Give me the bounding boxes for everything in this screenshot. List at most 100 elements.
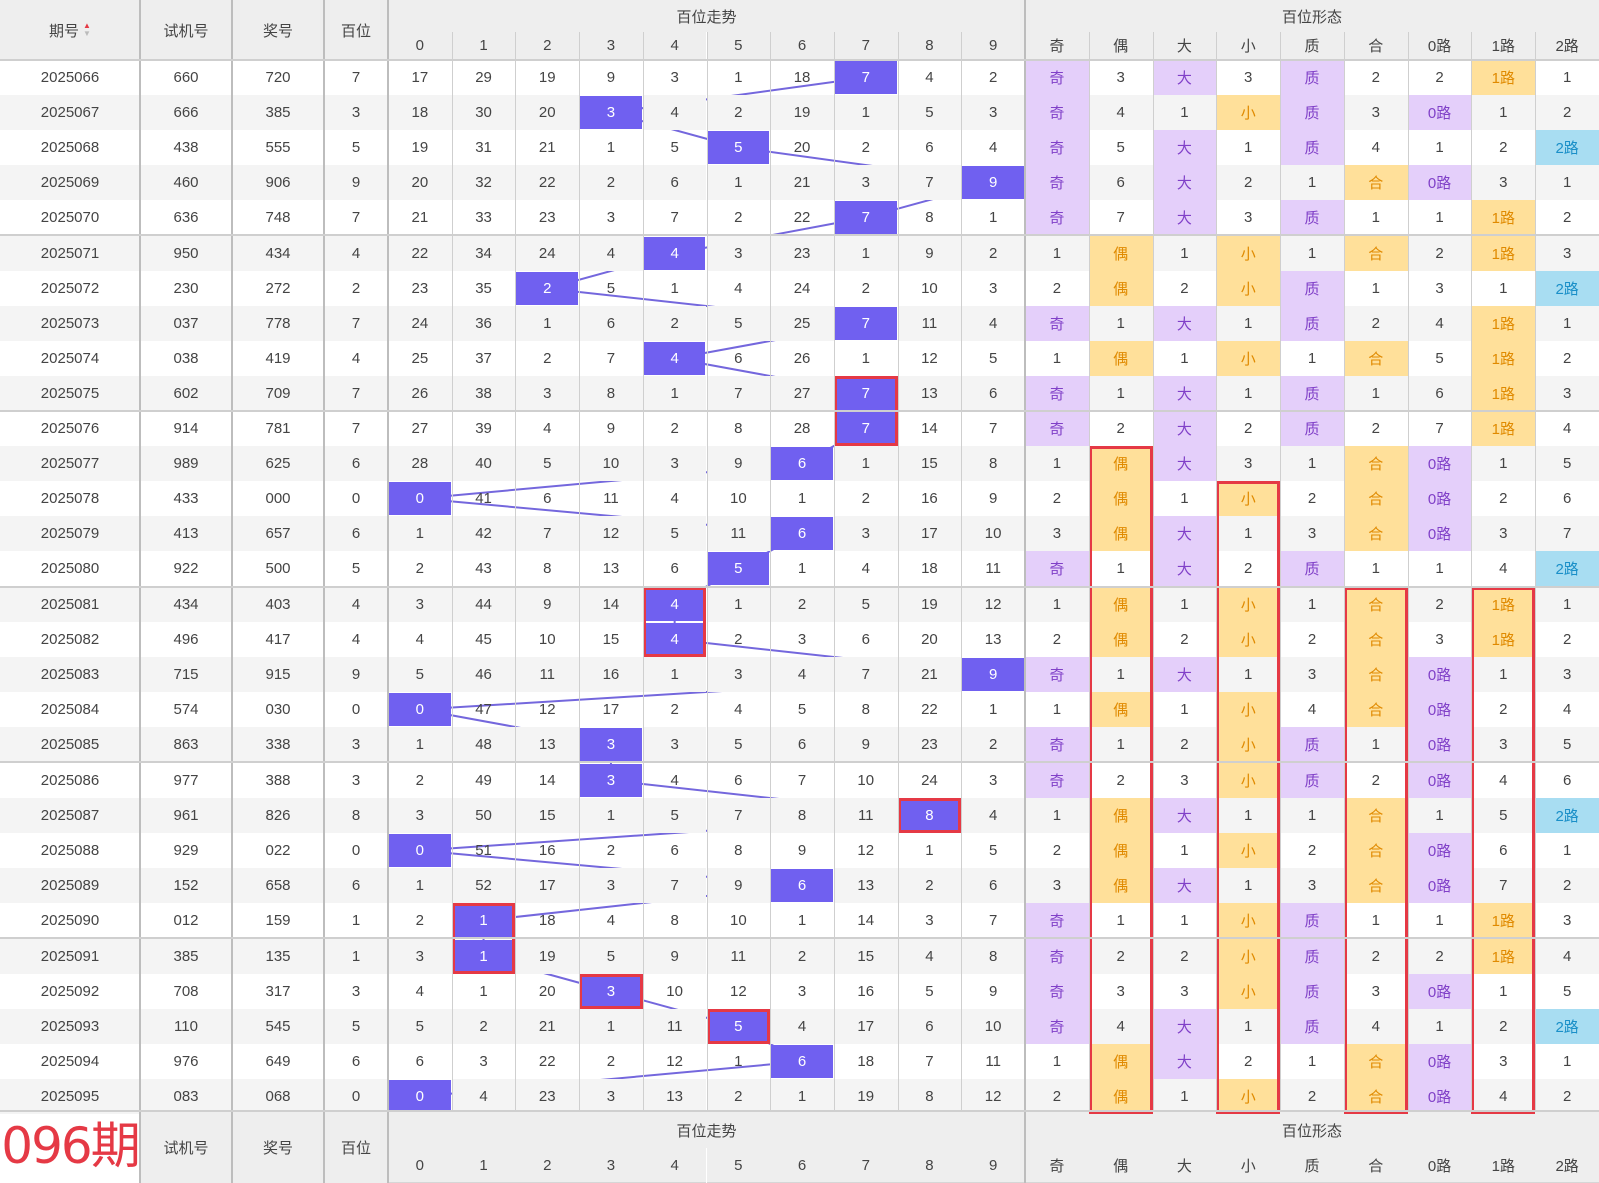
form-header-7: 1路	[1471, 32, 1536, 60]
miss-count: 4	[734, 280, 743, 297]
form-even: 偶	[1088, 446, 1153, 481]
cell-prize: 030	[265, 701, 291, 718]
miss-count: 11	[603, 490, 619, 507]
form-odd: 奇	[1025, 763, 1089, 798]
miss-count: 35	[475, 280, 492, 297]
miss-count: 3	[925, 912, 934, 929]
form-comp: 合	[1343, 833, 1408, 868]
header-hundreds: 百位	[324, 0, 388, 60]
form-comp: 合	[1343, 341, 1408, 376]
form-r2: 1	[1562, 842, 1572, 859]
form-comp: 2	[1371, 420, 1380, 437]
cell-issue: 2025085	[0, 727, 140, 762]
miss-count: 3	[515, 376, 580, 411]
miss-count: 25	[770, 306, 834, 341]
column-divider	[323, 0, 325, 1183]
miss-count: 12	[666, 1053, 683, 1070]
miss-count: 1	[833, 95, 898, 130]
form-r2: 1	[1562, 69, 1572, 86]
form-big: 1	[1152, 587, 1217, 622]
cell-trial: 433	[173, 490, 199, 507]
form-r2: 2	[1535, 868, 1599, 903]
cell-issue: 2025083	[0, 657, 140, 692]
form-big: 大	[1152, 657, 1217, 692]
form-small: 小	[1216, 271, 1281, 306]
column-divider	[1088, 32, 1090, 1110]
miss-count: 4	[734, 701, 743, 718]
miss-count: 1	[388, 516, 452, 551]
miss-count: 20	[921, 631, 938, 648]
form-small: 小	[1216, 903, 1281, 938]
miss-count: 13	[897, 376, 962, 411]
sort-arrows-icon[interactable]: ▲ ▼	[83, 21, 91, 38]
form-even: 1	[1116, 912, 1125, 929]
cell-h: 3	[324, 727, 388, 762]
form-r1: 3	[1499, 1053, 1508, 1070]
form-prime: 3	[1280, 516, 1344, 551]
form-header-2: 大	[1152, 1148, 1217, 1183]
form-even: 7	[1116, 209, 1125, 226]
miss-count: 11	[642, 1009, 707, 1044]
miss-count: 4	[861, 560, 870, 577]
form-even: 4	[1088, 95, 1153, 130]
miss-count: 9	[897, 236, 962, 271]
miss-count: 21	[515, 1009, 580, 1044]
form-r1: 1路	[1471, 411, 1536, 446]
miss-count: 15	[897, 446, 962, 481]
miss-count: 3	[706, 657, 771, 692]
form-r2: 3	[1562, 912, 1572, 929]
miss-count: 4	[606, 912, 616, 929]
miss-count: 27	[411, 420, 429, 437]
form-r0: 0路	[1407, 516, 1472, 551]
cell-issue: 2025073	[0, 306, 140, 341]
form-prime: 质	[1280, 551, 1344, 586]
form-r0: 0路	[1407, 657, 1472, 692]
cell-h: 5	[351, 560, 361, 577]
miss-count: 1	[579, 1009, 643, 1044]
form-header-8: 2路	[1535, 32, 1599, 60]
form-r1: 1路	[1471, 306, 1536, 341]
cell-issue: 2025094	[40, 1053, 100, 1070]
footer-trial: 试机号	[140, 1112, 232, 1183]
hit-ball: 4	[643, 237, 706, 270]
form-prime: 1	[1280, 798, 1344, 833]
form-odd: 奇	[1025, 1009, 1089, 1044]
cell-trial: 038	[173, 350, 199, 367]
form-r0: 1	[1435, 912, 1444, 929]
header-issue[interactable]: 期号 ▲ ▼	[0, 0, 140, 60]
miss-count: 7	[670, 209, 679, 226]
miss-count: 5	[515, 446, 580, 481]
form-odd: 奇	[1025, 974, 1089, 1009]
miss-count: 7	[833, 657, 898, 692]
form-comp: 2	[1343, 306, 1408, 341]
form-small: 1	[1216, 798, 1281, 833]
cell-h: 0	[351, 490, 361, 507]
form-comp: 1	[1371, 209, 1380, 226]
miss-count: 24	[793, 280, 811, 297]
form-odd: 奇	[1025, 376, 1089, 411]
miss-count: 12	[730, 983, 747, 1000]
form-big: 大	[1152, 1009, 1217, 1044]
miss-count: 7	[897, 165, 962, 200]
form-comp: 2	[1371, 772, 1380, 789]
form-prime: 1	[1307, 1053, 1317, 1070]
cell-issue: 2025084	[40, 701, 100, 718]
form-header-4: 质	[1280, 32, 1344, 60]
miss-count: 19	[897, 587, 962, 622]
miss-count: 30	[451, 95, 516, 130]
cell-prize: 748	[265, 209, 291, 226]
form-big: 2	[1180, 631, 1189, 648]
miss-count: 6	[579, 306, 643, 341]
form-prime: 1	[1280, 587, 1344, 622]
miss-count: 6	[961, 376, 1025, 411]
miss-count: 9	[642, 939, 707, 974]
miss-count: 22	[515, 165, 580, 200]
form-r1: 1路	[1471, 939, 1536, 974]
cell-trial: 083	[140, 1079, 232, 1114]
miss-count: 5	[797, 701, 807, 718]
form-odd: 奇	[1025, 657, 1089, 692]
form-big: 1	[1152, 236, 1217, 271]
form-comp: 3	[1371, 983, 1380, 1000]
cell-trial: 929	[173, 842, 199, 859]
cell-h: 3	[351, 983, 361, 1000]
